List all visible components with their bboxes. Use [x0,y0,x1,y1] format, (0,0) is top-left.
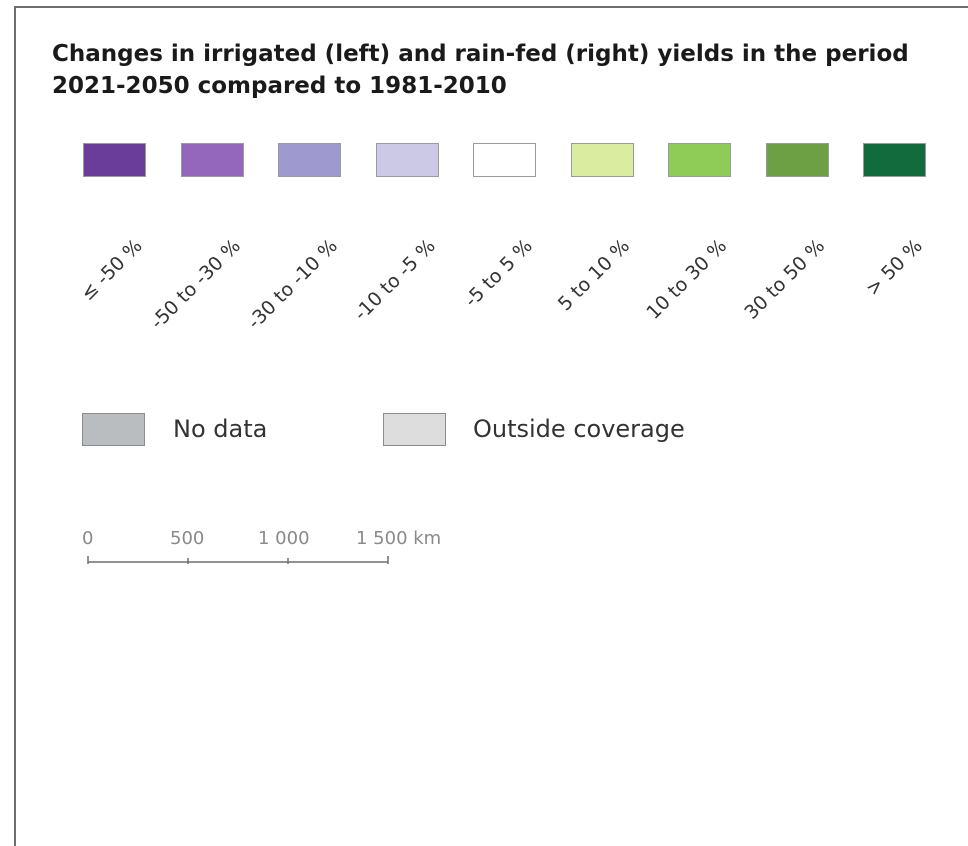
legend-swatch-4 [375,143,439,177]
legend-title: Changes in irrigated (left) and rain-fed… [52,41,909,99]
map-frame [14,6,968,846]
legend-swatch-5 [473,143,536,177]
no-data-swatch [82,413,145,446]
scale-tick-1000: 1 000 [258,528,310,549]
legend-swatch-7 [668,143,731,177]
legend-swatch-8 [765,143,829,177]
scale-tick-500: 500 [170,528,205,549]
outside-coverage-label: Outside coverage [473,415,685,443]
outside-coverage-swatch [383,413,446,446]
legend-swatch-3 [278,143,341,177]
scale-tick-0: 0 [82,528,94,549]
legend-swatch-2 [180,143,244,177]
scale-tick-1500: 1 500 km [356,528,442,549]
scale-bar-line [87,556,389,564]
legend-swatch-6 [570,143,634,177]
legend-swatch-9 [863,143,926,177]
legend-swatch-1 [83,143,146,177]
no-data-label: No data [173,415,268,443]
